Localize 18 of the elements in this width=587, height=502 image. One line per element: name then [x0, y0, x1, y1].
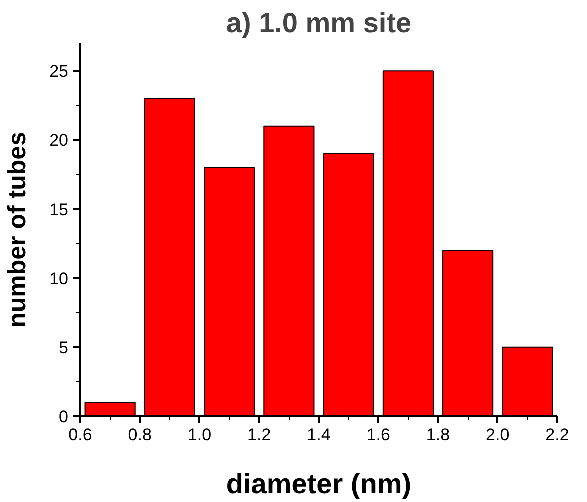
y-tick-label: 5 [59, 338, 69, 358]
x-axis-title: diameter (nm) [226, 468, 412, 500]
chart-title: a) 1.0 mm site [226, 8, 412, 38]
y-tick-label: 15 [50, 200, 69, 220]
x-tick-label: 1.0 [188, 426, 212, 444]
x-tick-label: 1.6 [366, 426, 390, 444]
x-tick-label: 0.8 [128, 426, 152, 444]
x-tick-label: 2.2 [546, 426, 570, 444]
y-tick-label: 0 [59, 408, 69, 426]
y-tick-label: 20 [50, 131, 69, 150]
y-tick-label: 10 [50, 269, 69, 288]
x-tick-label: 1.8 [426, 426, 450, 444]
x-tick-label: 1.4 [307, 426, 331, 444]
x-tick-label: 2.0 [486, 426, 510, 444]
x-tick-label: 0.6 [68, 426, 92, 444]
y-axis-title: number of tubes [4, 132, 32, 328]
y-tick-label: 25 [50, 62, 69, 82]
x-tick-label: 1.2 [248, 426, 272, 444]
